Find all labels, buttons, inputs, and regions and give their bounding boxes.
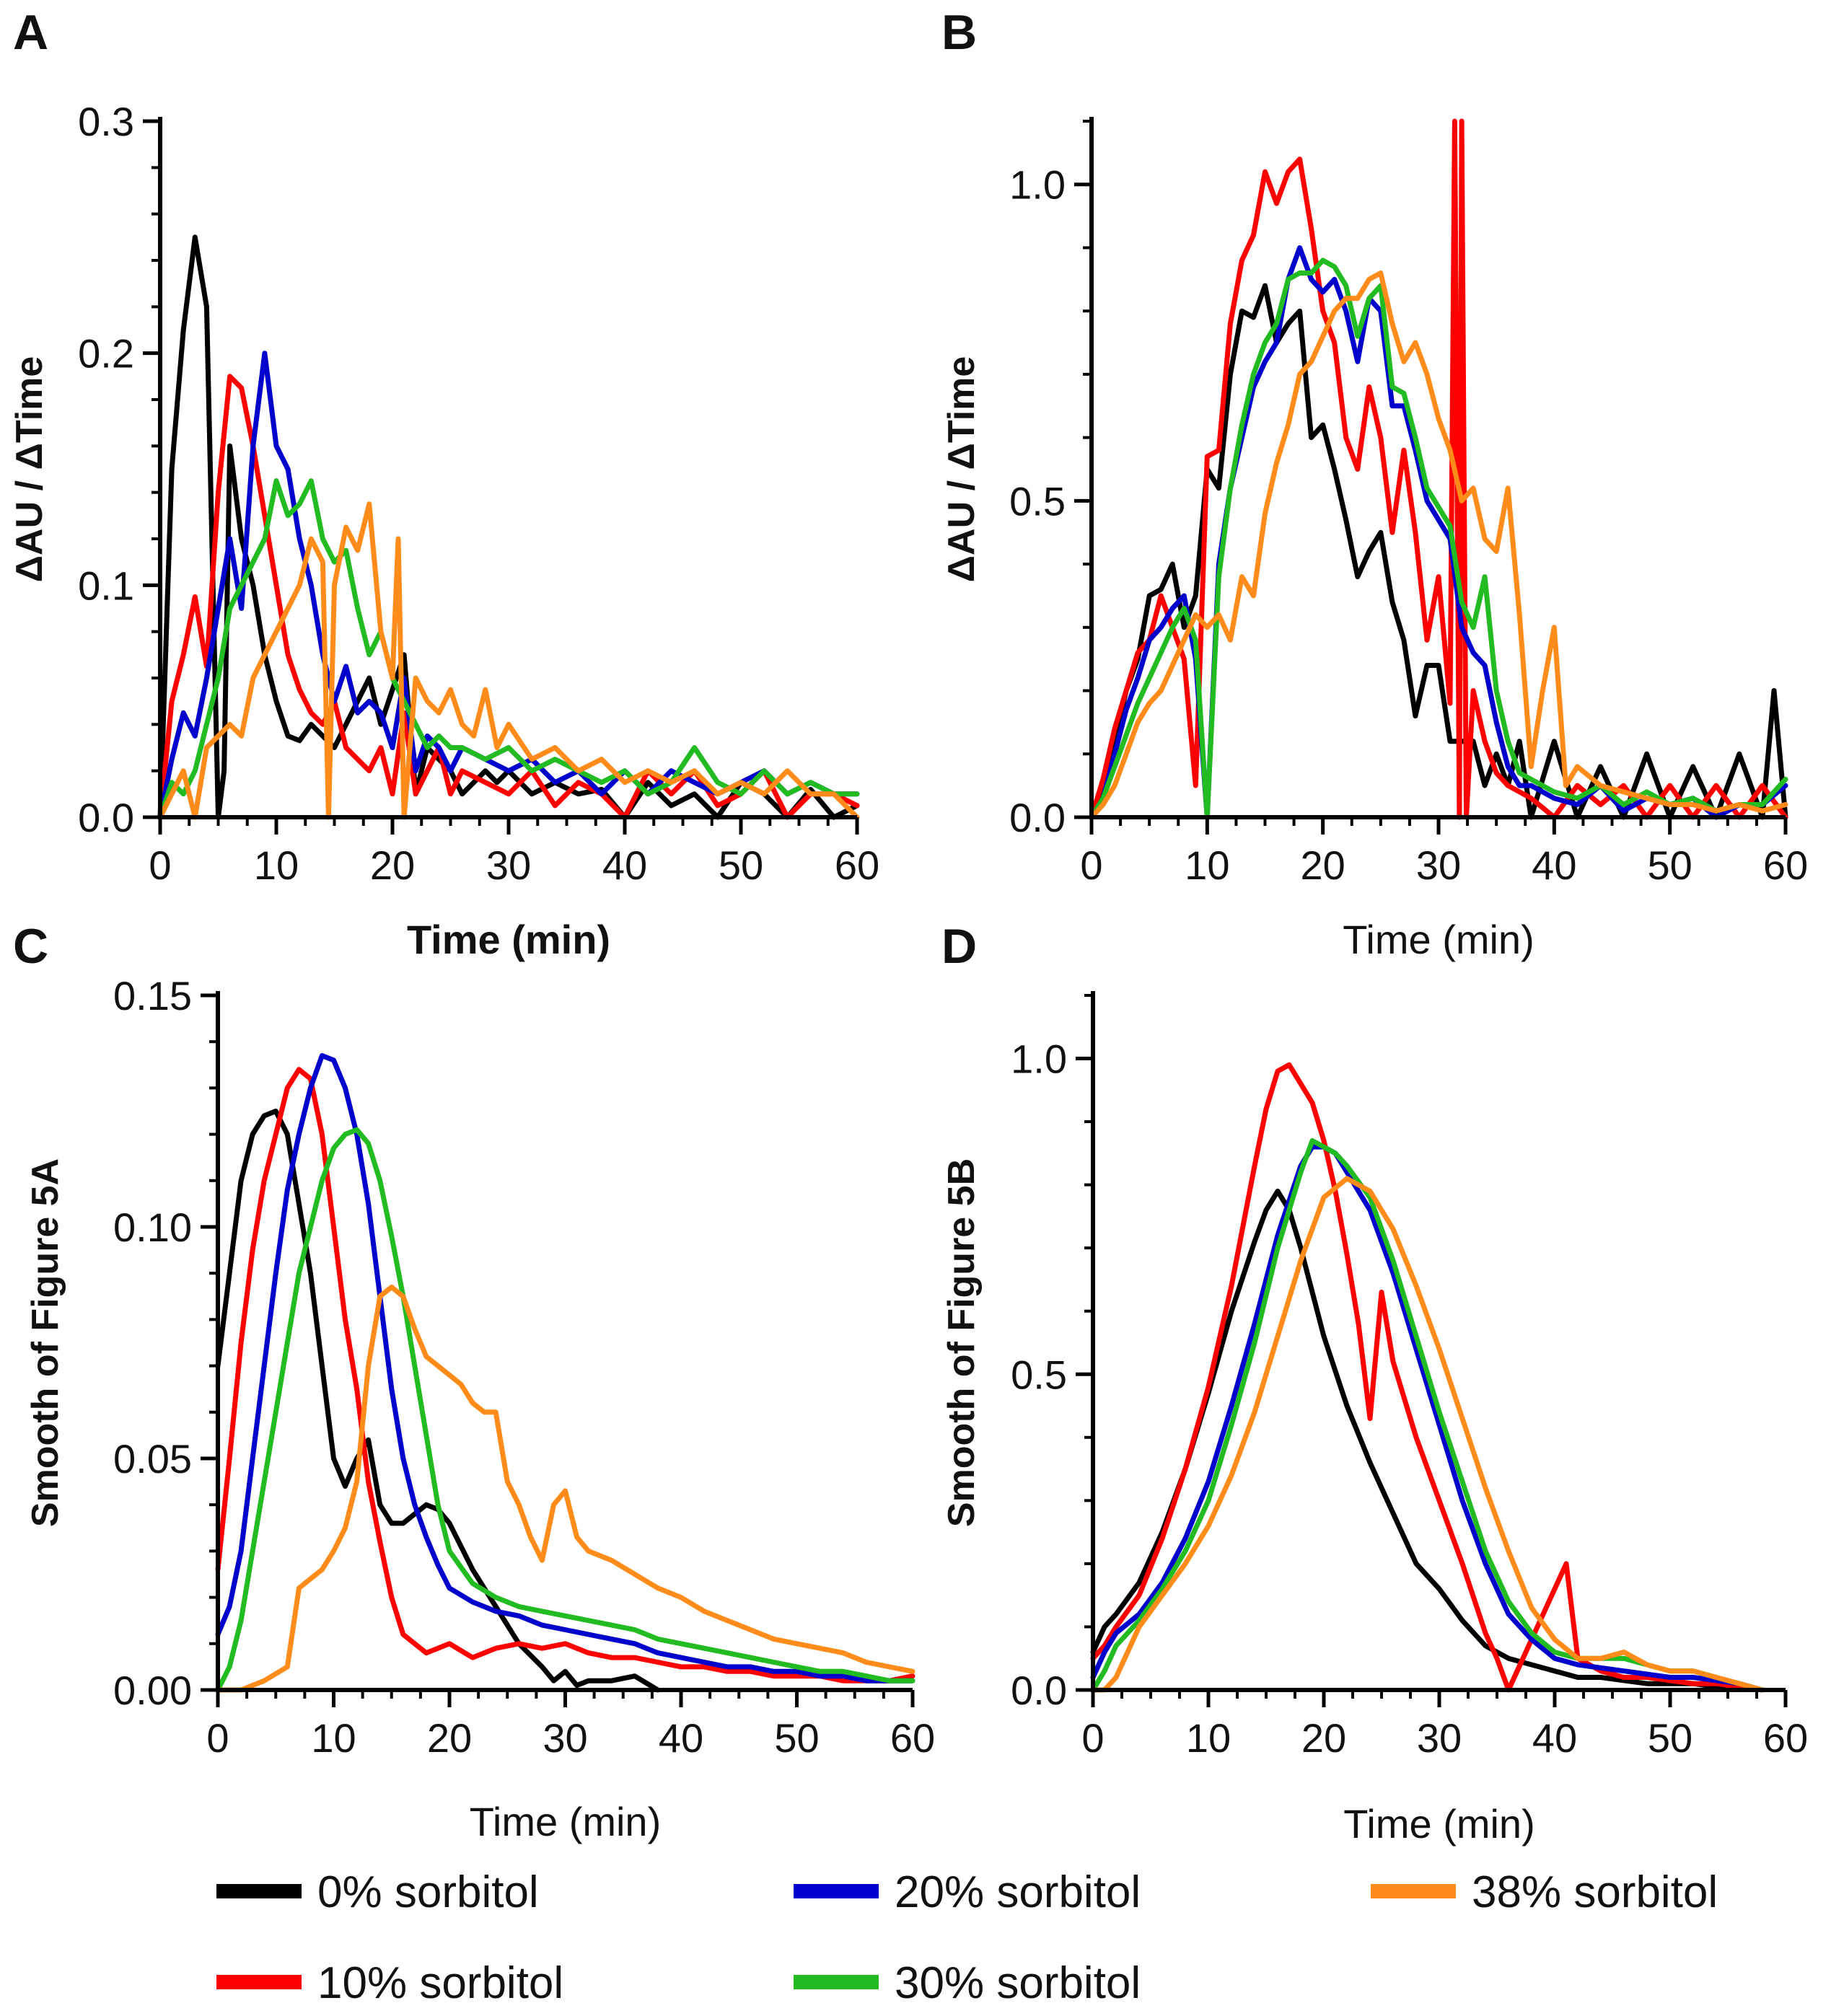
panel-letter-b: B — [941, 5, 977, 60]
panel-c-x-tick-label: 0 — [206, 1715, 229, 1761]
panel-b-series-38-sorbitol — [1089, 270, 1788, 820]
panel-a-x-tick-label: 40 — [602, 842, 647, 888]
legend-item: 30% sorbitol — [794, 1958, 1141, 2008]
panel-c-series-20-sorbitol — [215, 1053, 916, 1683]
panel-d-x-tick-label: 60 — [1763, 1715, 1808, 1761]
panel-a-x-tick-label: 50 — [719, 842, 763, 888]
legend-item: 38% sorbitol — [1371, 1867, 1718, 1917]
panel-c-x-tick-label: 50 — [774, 1715, 819, 1761]
panel-c-x-tick-label: 20 — [427, 1715, 472, 1761]
panel-b-x-axis-label: Time (min) — [1343, 917, 1534, 962]
panel-c-x-tick-label: 10 — [311, 1715, 356, 1761]
panel-b-y-tick-label: 0.0 — [1009, 795, 1066, 840]
panel-letter-a: A — [13, 5, 48, 60]
panel-letter-d: D — [941, 919, 977, 974]
panel-a-x-axis-label: Time (min) — [407, 917, 610, 962]
legend-item: 0% sorbitol — [216, 1867, 539, 1917]
panel-a-y-tick-label: 0.1 — [78, 563, 134, 608]
panel-c-y-tick-label: 0.00 — [113, 1668, 192, 1713]
legend: 0% sorbitol 20% sorbitol 38% sorbitol 10… — [216, 1867, 1718, 2008]
panel-d-x-tick-label: 30 — [1417, 1715, 1462, 1761]
panel-c-series-10-sorbitol — [215, 1067, 916, 1683]
panel-d-x-axis-label: Time (min) — [1343, 1801, 1534, 1846]
panel-d: D 0 10 20 30 40 50 60 0.0 0.5 1.0 Time (min) Smooth… — [941, 919, 1808, 1846]
panel-d-series-20-sorbitol — [1090, 1144, 1765, 1693]
panel-c-series-30-sorbitol — [215, 1127, 916, 1693]
legend-label-4: 30% sorbitol — [895, 1958, 1141, 2008]
panel-b-x-tick-label: 30 — [1416, 842, 1461, 888]
panel-c-series-38-sorbitol — [215, 1285, 916, 1693]
panel-c-x-tick-label: 40 — [659, 1715, 703, 1761]
panel-d-x-tick-label: 50 — [1648, 1715, 1692, 1761]
panel-d-x-tick-label: 20 — [1301, 1715, 1346, 1761]
panel-b: B 0 10 20 30 40 50 60 0.0 0.5 1.0 Time (min) ΔAU / … — [941, 5, 1808, 962]
panel-d-y-axis-label: Smooth of Figure 5B — [941, 1158, 983, 1527]
panel-c-y-tick-label: 0.10 — [113, 1205, 192, 1250]
panel-b-x-tick-label: 50 — [1648, 842, 1692, 888]
panel-d-y-tick-label: 0.0 — [1011, 1668, 1067, 1713]
legend-label-0: 0% sorbitol — [317, 1867, 539, 1917]
panel-b-y-tick-label: 1.0 — [1009, 162, 1066, 208]
panel-d-x-tick-label: 0 — [1081, 1715, 1104, 1761]
panel-a-x-tick-label: 0 — [149, 842, 171, 888]
panel-c-y-tick-label: 0.05 — [113, 1436, 192, 1482]
panel-d-x-tick-label: 10 — [1186, 1715, 1231, 1761]
legend-label-1: 20% sorbitol — [895, 1867, 1141, 1917]
panel-c-y-tick-label: 0.15 — [113, 973, 192, 1018]
panel-a-y-tick-label: 0.2 — [78, 331, 134, 377]
panel-b-x-tick-label: 20 — [1301, 842, 1345, 888]
panel-c-x-axis-label: Time (min) — [470, 1799, 661, 1844]
panel-c-x-tick-label: 30 — [543, 1715, 587, 1761]
panel-d-series-38-sorbitol — [1090, 1176, 1765, 1693]
panel-a-y-axis-label: ΔAU / ΔTime — [9, 356, 51, 583]
panel-c-x-tick-label: 60 — [890, 1715, 935, 1761]
panel-c-series-0-sorbitol — [215, 1109, 661, 1693]
legend-item: 10% sorbitol — [216, 1958, 563, 2008]
panel-b-x-tick-label: 0 — [1080, 842, 1102, 888]
panel-b-series-30-sorbitol — [1089, 257, 1788, 820]
panel-a-y-tick-label: 0.3 — [78, 99, 134, 144]
panel-b-x-tick-label: 60 — [1763, 842, 1808, 888]
panel-d-y-tick-label: 0.5 — [1011, 1352, 1067, 1397]
panel-a-y-tick-label: 0.0 — [78, 795, 134, 840]
panel-a-series-30-sorbitol — [157, 478, 860, 820]
panel-b-x-tick-label: 10 — [1185, 842, 1229, 888]
panel-b-y-tick-label: 0.5 — [1009, 478, 1066, 524]
panel-d-x-tick-label: 40 — [1532, 1715, 1577, 1761]
panel-a-x-tick-label: 30 — [486, 842, 531, 888]
panel-c: C 0 10 20 30 40 50 60 0.00 0.05 0.10 0.15 Time (min… — [13, 919, 935, 1844]
panel-c-y-axis-label: Smooth of Figure 5A — [25, 1158, 66, 1527]
legend-item: 20% sorbitol — [794, 1867, 1141, 1917]
panel-d-series-10-sorbitol — [1090, 1062, 1765, 1693]
panel-b-x-tick-label: 40 — [1532, 842, 1576, 888]
panel-a-x-tick-label: 60 — [835, 842, 879, 888]
legend-label-2: 38% sorbitol — [1472, 1867, 1718, 1917]
legend-label-3: 10% sorbitol — [317, 1958, 563, 2008]
panel-a-series-38-sorbitol — [157, 501, 860, 820]
panel-a: A 0 10 20 30 40 50 60 0.0 0.1 0.2 0.3 Time (min) ΔAU… — [9, 5, 879, 962]
panel-b-y-axis-label: ΔAU / ΔTime — [941, 356, 983, 583]
panel-letter-c: C — [13, 919, 48, 974]
panel-a-x-tick-label: 10 — [254, 842, 299, 888]
panel-d-y-tick-label: 1.0 — [1011, 1036, 1067, 1082]
panel-a-x-tick-label: 20 — [370, 842, 415, 888]
